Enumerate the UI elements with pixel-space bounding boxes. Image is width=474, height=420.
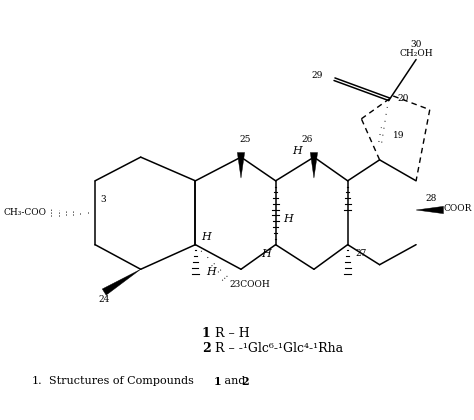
Text: 25: 25 — [240, 135, 251, 144]
Text: 29: 29 — [312, 71, 323, 79]
Text: 1: 1 — [214, 376, 221, 387]
Text: Structures of Compounds: Structures of Compounds — [49, 376, 198, 386]
Polygon shape — [416, 206, 444, 214]
Polygon shape — [102, 269, 141, 295]
Text: CH₃-COO: CH₃-COO — [4, 208, 47, 217]
Text: 30: 30 — [410, 39, 422, 49]
Text: 26: 26 — [301, 135, 312, 144]
Polygon shape — [310, 152, 318, 178]
Text: COOR: COOR — [444, 204, 472, 213]
Text: CH₂OH: CH₂OH — [399, 49, 433, 58]
Text: 2: 2 — [202, 342, 210, 355]
Text: 3: 3 — [100, 194, 106, 204]
Text: 23COOH: 23COOH — [229, 280, 270, 289]
Text: R – H: R – H — [216, 327, 250, 340]
Text: 19: 19 — [393, 131, 405, 140]
Text: 27: 27 — [356, 249, 367, 258]
Polygon shape — [237, 152, 245, 178]
Text: 1: 1 — [202, 327, 210, 340]
Text: 20: 20 — [398, 94, 409, 103]
Text: 28: 28 — [425, 194, 437, 202]
Text: 24: 24 — [99, 295, 110, 304]
Text: 1.: 1. — [31, 376, 42, 386]
Text: H: H — [201, 232, 211, 242]
Text: R – -¹Glc⁶-¹Glc⁴-¹Rha: R – -¹Glc⁶-¹Glc⁴-¹Rha — [216, 342, 344, 355]
Text: and: and — [221, 376, 249, 386]
Text: 2: 2 — [241, 376, 249, 387]
Text: H: H — [283, 214, 293, 224]
Text: H: H — [261, 249, 271, 259]
Text: H: H — [292, 146, 302, 156]
Text: H: H — [206, 267, 216, 277]
